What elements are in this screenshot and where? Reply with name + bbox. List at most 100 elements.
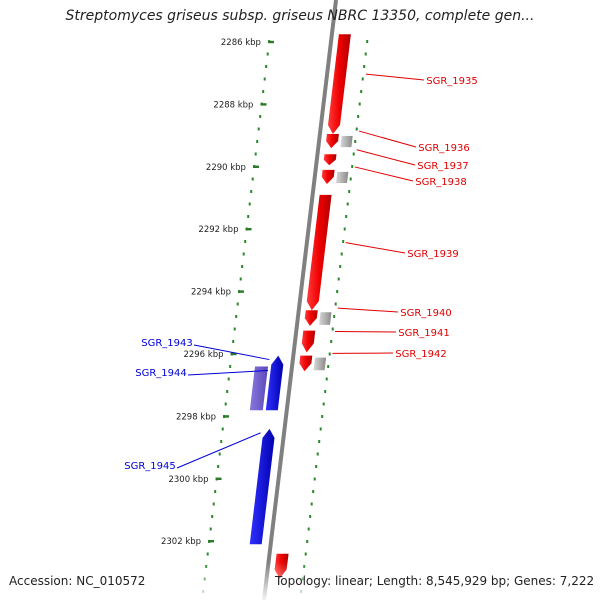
- reverse-boundary-dot: [251, 177, 254, 181]
- forward-boundary-dot: [316, 452, 319, 456]
- forward-boundary-dot: [319, 427, 322, 431]
- forward-boundary-dot: [351, 165, 354, 168]
- forward-boundary-dot: [334, 302, 337, 306]
- forward-boundary-dot: [321, 415, 324, 418]
- reverse-boundary-dot: [266, 52, 269, 56]
- reverse-boundary-dot: [209, 527, 212, 531]
- gene-label-leader: [337, 307, 399, 313]
- forward-boundary-dot: [307, 527, 310, 531]
- gene-sgr-1944: [249, 366, 268, 411]
- reverse-boundary-dot: [248, 202, 251, 206]
- gene-label-leader: [365, 73, 425, 81]
- reverse-boundary-dot: [236, 302, 239, 306]
- reverse-boundary-dot: [262, 90, 265, 93]
- kbp-tick-label: 2298 kbp: [176, 412, 216, 422]
- reverse-boundary-dot: [244, 240, 247, 243]
- gene-sgr-1943: [265, 355, 284, 411]
- gene-label-leader: [356, 149, 416, 166]
- gene-sgr-1936: [326, 134, 339, 149]
- forward-boundary-dot: [355, 127, 358, 131]
- gene-label-sgr-1937: SGR_1937: [417, 161, 469, 172]
- forward-boundary-dot: [330, 340, 333, 343]
- reverse-boundary-dot: [226, 390, 229, 393]
- forward-boundary-dot: [304, 552, 307, 556]
- kbp-tick-label: 2296 kbp: [183, 350, 223, 360]
- reverse-boundary-dot: [256, 140, 259, 143]
- gene-label-sgr-1936: SGR_1936: [418, 143, 470, 154]
- kbp-tick-mark: [252, 165, 259, 168]
- forward-boundary-dot: [357, 115, 360, 118]
- gene-sgr-1937: [323, 154, 337, 166]
- forward-boundary-dot: [318, 440, 321, 443]
- forward-boundary-dot: [306, 540, 309, 543]
- kbp-tick-mark: [223, 415, 230, 418]
- gene-label-leader: [176, 432, 261, 469]
- kbp-tick-label: 2292 kbp: [198, 225, 238, 235]
- kbp-tick-label: 2294 kbp: [191, 288, 231, 298]
- kbp-tick-mark: [260, 103, 267, 106]
- forward-boundary-dot: [339, 265, 342, 268]
- gene-sgr-1942: [299, 355, 313, 372]
- kbp-tick-mark: [245, 228, 252, 231]
- gene-sgr-1938-alt-feature: [336, 171, 349, 183]
- reverse-boundary-dot: [227, 377, 230, 381]
- forward-boundary-dot: [309, 515, 312, 518]
- gene-sgr-1936-alt-feature: [340, 136, 353, 148]
- gene-label-leader: [354, 166, 414, 182]
- forward-boundary-dot: [346, 202, 349, 206]
- reverse-boundary-dot: [259, 115, 262, 118]
- reverse-boundary-dot: [212, 502, 215, 506]
- forward-boundary-dot: [358, 102, 361, 106]
- gene-sgr-1945: [249, 428, 275, 545]
- forward-boundary-dot: [313, 477, 316, 481]
- forward-boundary-dot: [333, 315, 336, 318]
- bottom-fade: [0, 562, 600, 600]
- gene-sgr-1938: [321, 169, 335, 184]
- kbp-tick-label: 2288 kbp: [213, 100, 253, 110]
- gene-labels: SGR_1935 SGR_1936 SGR_1937 SGR_1938 SGR_1939…: [124, 73, 478, 472]
- reverse-boundary-dot: [250, 190, 253, 193]
- forward-boundary-dot: [340, 252, 343, 256]
- kbp-tick-label: 2290 kbp: [206, 163, 246, 173]
- forward-boundary-dot: [310, 502, 313, 506]
- forward-boundary-dot: [343, 227, 346, 231]
- reverse-boundary-dot: [263, 77, 266, 81]
- gene-features: [249, 34, 353, 579]
- chromosome-title: Streptomyces griseus subsp. griseus NBRC…: [65, 8, 535, 24]
- kbp-tick-label: 2302 kbp: [161, 537, 201, 547]
- reverse-boundary-dot: [257, 127, 260, 131]
- gene-sgr-1940: [304, 310, 318, 326]
- gene-sgr-1939: [306, 194, 332, 311]
- forward-boundary-dot: [360, 90, 363, 93]
- accession-label: Accession: NC_010572: [9, 574, 146, 588]
- kbp-tick-label: 2286 kbp: [221, 38, 261, 48]
- reverse-boundary-dot: [206, 552, 209, 556]
- forward-boundary-dot: [342, 240, 345, 243]
- gene-label-sgr-1944: SGR_1944: [135, 368, 187, 379]
- kbp-tick-mark: [230, 352, 237, 356]
- gene-label-sgr-1941: SGR_1941: [398, 328, 450, 339]
- reverse-boundary-dot: [242, 252, 245, 256]
- forward-boundary-dot: [325, 377, 328, 381]
- forward-boundary-dot: [366, 40, 369, 43]
- gene-label-sgr-1943: SGR_1943: [141, 338, 193, 349]
- forward-boundary-dot: [354, 140, 357, 143]
- forward-boundary-dot: [352, 152, 355, 156]
- reverse-boundary-dot: [218, 452, 221, 456]
- forward-boundary-dot: [336, 290, 339, 293]
- reverse-boundary-dot: [214, 490, 217, 493]
- reverse-boundary-dot: [241, 265, 244, 268]
- reverse-boundary-dot: [232, 340, 235, 343]
- reverse-boundary-dot: [239, 277, 242, 281]
- gene-sgr-1940-alt-feature: [319, 312, 332, 325]
- reverse-boundary-dot: [211, 515, 214, 518]
- reverse-boundary-dot: [220, 440, 223, 443]
- forward-boundary-dot: [361, 77, 364, 81]
- gene-label-sgr-1935: SGR_1935: [426, 76, 478, 87]
- gene-label-sgr-1940: SGR_1940: [400, 308, 452, 319]
- kbp-tick-mark: [208, 540, 215, 543]
- reverse-boundary-dot: [233, 327, 236, 331]
- strand-boundary-dots: [202, 40, 369, 593]
- kbp-tick-mark: [238, 290, 245, 293]
